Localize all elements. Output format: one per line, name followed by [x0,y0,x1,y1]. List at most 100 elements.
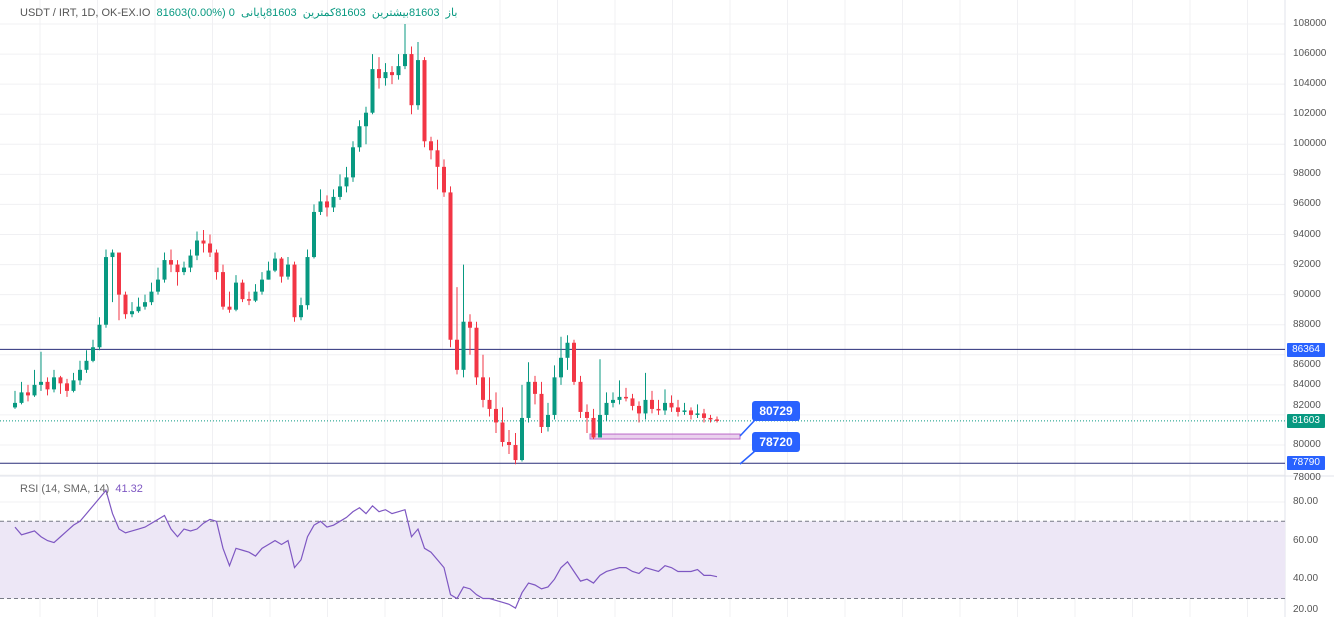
candle-body [533,381,537,394]
candle-body [182,267,186,273]
candle-body [156,279,160,292]
candle-body [455,339,459,370]
candle-body [45,381,50,390]
candle-body [292,264,297,318]
candle-body [279,258,284,277]
candle-body [702,413,706,418]
candle-body [65,383,69,391]
candle-body [422,60,427,142]
candle-body [507,442,511,446]
candle-body [71,380,76,391]
upper-line-tag: 86364 [1287,343,1325,357]
candle-body [104,257,108,325]
candle-body [663,402,667,411]
price-tick: 108000 [1293,18,1327,29]
candle-body [312,211,316,258]
candle-body [32,384,37,396]
candle-body [195,240,199,256]
candle-body [403,54,407,67]
candle-body [708,417,713,420]
candle-body [676,407,680,412]
candle-body [637,405,641,414]
candle-body [13,402,17,408]
candle-body [52,377,56,390]
candle-body [266,270,271,280]
candle-body [201,240,206,244]
candle-body [357,126,362,148]
candle-body [273,258,277,271]
candle-body [325,201,329,208]
candle-body [227,306,232,310]
candle-body [370,69,375,113]
rsi-tick: 40.00 [1293,573,1319,585]
candle-body [624,396,628,399]
candle-body [448,192,453,340]
rsi-value: 41.32 [115,483,143,495]
candle-body [565,342,570,358]
candle-body [305,257,310,306]
candle-body [214,252,219,273]
candle-body [253,291,258,301]
candle-body [143,302,147,307]
candle-body [169,260,173,265]
candle-body [162,260,167,280]
candle-body [494,408,498,423]
callout-top[interactable]: 80729 [752,401,800,421]
callout-bottom[interactable]: 78720 [752,432,800,452]
candle-body [188,255,193,268]
rsi-band [0,521,1285,599]
rsi-legend: RSI (14, SMA, 14) 41.32 [20,483,143,495]
price-tick: 96000 [1293,198,1321,210]
candle-body [435,150,440,167]
price-tick: 84000 [1293,378,1321,390]
candle-body [689,410,693,415]
candle-body [669,402,674,408]
candle-body [513,445,518,461]
candle-body [208,243,212,253]
symbol-title[interactable]: USDT / IRT, 1D, OK-EX.IO [20,7,151,19]
price-tick: 100000 [1293,138,1327,150]
candle-body [539,393,544,427]
price-tick: 102000 [1293,108,1327,120]
rsi-line [14,489,718,610]
candle-body [416,60,420,106]
price-tick: 88000 [1293,318,1321,330]
candle-body [617,396,622,400]
price-tick: 90000 [1293,288,1321,300]
candle-body [39,381,43,385]
candle-body [123,294,128,315]
candle-body [351,147,355,178]
candle-body [286,264,290,277]
candle-body [500,422,505,443]
candle-body [630,398,635,406]
candle-body [520,417,524,461]
candle-body [572,342,576,382]
candle-body [19,392,24,403]
candle-body [136,306,141,312]
candle-body [130,311,134,315]
candle-body [318,201,323,212]
candle-body [331,196,336,208]
candle-body [234,282,238,310]
candle-body [585,411,589,418]
callout-pointer [739,419,756,437]
rsi-tick: 60.00 [1293,534,1319,546]
candle-body [715,419,719,421]
candle-body [117,252,121,295]
price-tick: 78000 [1293,472,1321,483]
candle-body [429,141,433,151]
candle-body [468,321,472,328]
candle-body [604,402,609,415]
candle-body [338,186,342,197]
price-tick: 82000 [1293,400,1321,411]
candle-body [84,360,89,370]
candle-body [58,377,63,384]
rsi-title[interactable]: RSI (14, SMA, 14) [20,483,110,495]
candle-body [409,54,414,106]
candle-body [260,279,264,292]
lower-line-tag: 78790 [1287,456,1325,470]
candle-body [396,66,401,76]
candle-body [383,72,388,79]
rsi-tick: 20.00 [1293,604,1319,615]
